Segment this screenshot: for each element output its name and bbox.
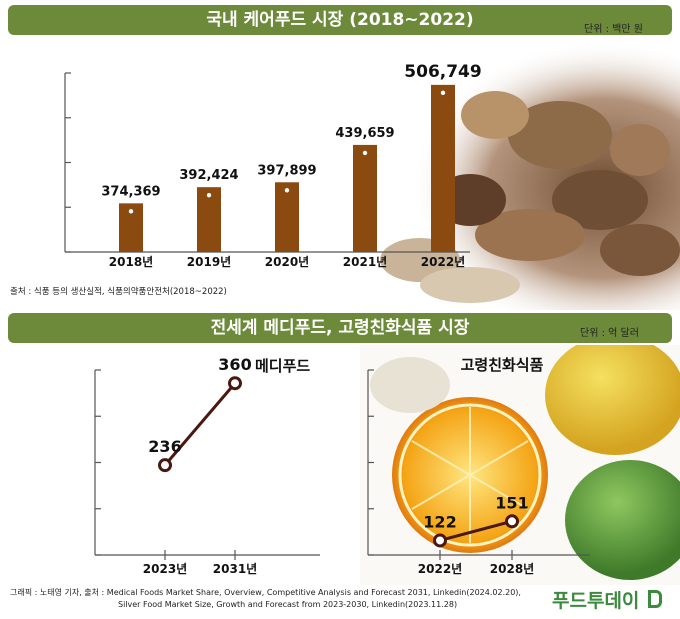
bar-value-label: 439,659 — [335, 126, 394, 141]
source-line-2: Silver Food Market Size, Growth and Fore… — [118, 600, 458, 609]
bar — [275, 182, 299, 252]
foodtoday-logo: 푸드투데이 — [552, 590, 640, 612]
bar-category-label: 2021년 — [343, 255, 387, 269]
data-label: 236 — [148, 437, 181, 456]
bottom-chart-unit: 단위 : 억 달러 — [580, 328, 639, 339]
line-charts: 236 2023년 360 2031년 메디푸드 122 2022년 151 2028년 고령친… — [94, 355, 590, 576]
bar — [353, 144, 377, 252]
bar-value-label: 374,369 — [101, 184, 160, 199]
bar — [197, 187, 221, 252]
bar-dot — [362, 150, 368, 156]
series-line — [439, 519, 513, 542]
category-label: 2022년 — [418, 562, 462, 576]
bar-dot — [206, 192, 212, 198]
bottom-chart-source: 그래픽 : 노태영 기자, 출처 : Medical Foods Market … — [10, 587, 521, 611]
top-chart-title: 국내 케어푸드 시장 (2018~2022) — [8, 5, 672, 35]
bar-chart-bars: 374,369 2018년 392,424 2019년 397,899 2020년 439,… — [101, 62, 481, 269]
data-point — [433, 533, 447, 548]
bar-category-label: 2018년 — [109, 255, 153, 269]
bar-category-label: 2022년 — [421, 255, 465, 269]
data-point — [505, 514, 519, 529]
category-label: 2031년 — [213, 562, 257, 576]
data-label: 151 — [495, 493, 528, 512]
category-label: 2023년 — [143, 562, 187, 576]
data-label: 360 — [218, 355, 251, 374]
bar-dot — [440, 90, 446, 96]
data-label: 122 — [423, 512, 456, 531]
silverfood-line: 122 2022년 151 2028년 고령친화식품 — [418, 356, 544, 576]
bar-value-label: 397,899 — [257, 163, 316, 178]
bar-value-label: 506,749 — [404, 62, 481, 82]
top-chart-unit: 단위 : 백만 원 — [584, 24, 643, 35]
data-point — [228, 376, 242, 391]
bar-category-label: 2020년 — [265, 255, 309, 269]
bar-category-label: 2019년 — [187, 255, 231, 269]
bar — [431, 84, 455, 252]
data-point — [158, 458, 172, 473]
series-name-label: 고령친화식품 — [461, 356, 544, 374]
category-label: 2028년 — [490, 562, 534, 576]
bottom-chart-title: 전세계 메디푸드, 고령친화식품 시장 — [8, 313, 672, 343]
medifood-line: 236 2023년 360 2031년 메디푸드 — [143, 355, 311, 576]
bar-value-label: 392,424 — [179, 168, 238, 183]
bar-dot — [128, 209, 134, 214]
bar-chart: 374,369 2018년 392,424 2019년 397,899 2020년 439,… — [64, 62, 482, 269]
source-line-1: 그래픽 : 노태영 기자, 출처 : Medical Foods Market … — [10, 588, 521, 597]
top-chart-source: 출처 : 식품 등의 생산실적, 식품의약품안전처(2018~2022) — [10, 287, 227, 297]
silverfood-axis — [367, 369, 590, 560]
series-name-label: 메디푸드 — [255, 357, 310, 375]
fruit-photo — [360, 345, 680, 585]
series-line — [163, 382, 237, 467]
bar-dot — [284, 188, 290, 193]
logo-mark-icon — [648, 590, 662, 608]
medifood-axis — [94, 369, 320, 560]
